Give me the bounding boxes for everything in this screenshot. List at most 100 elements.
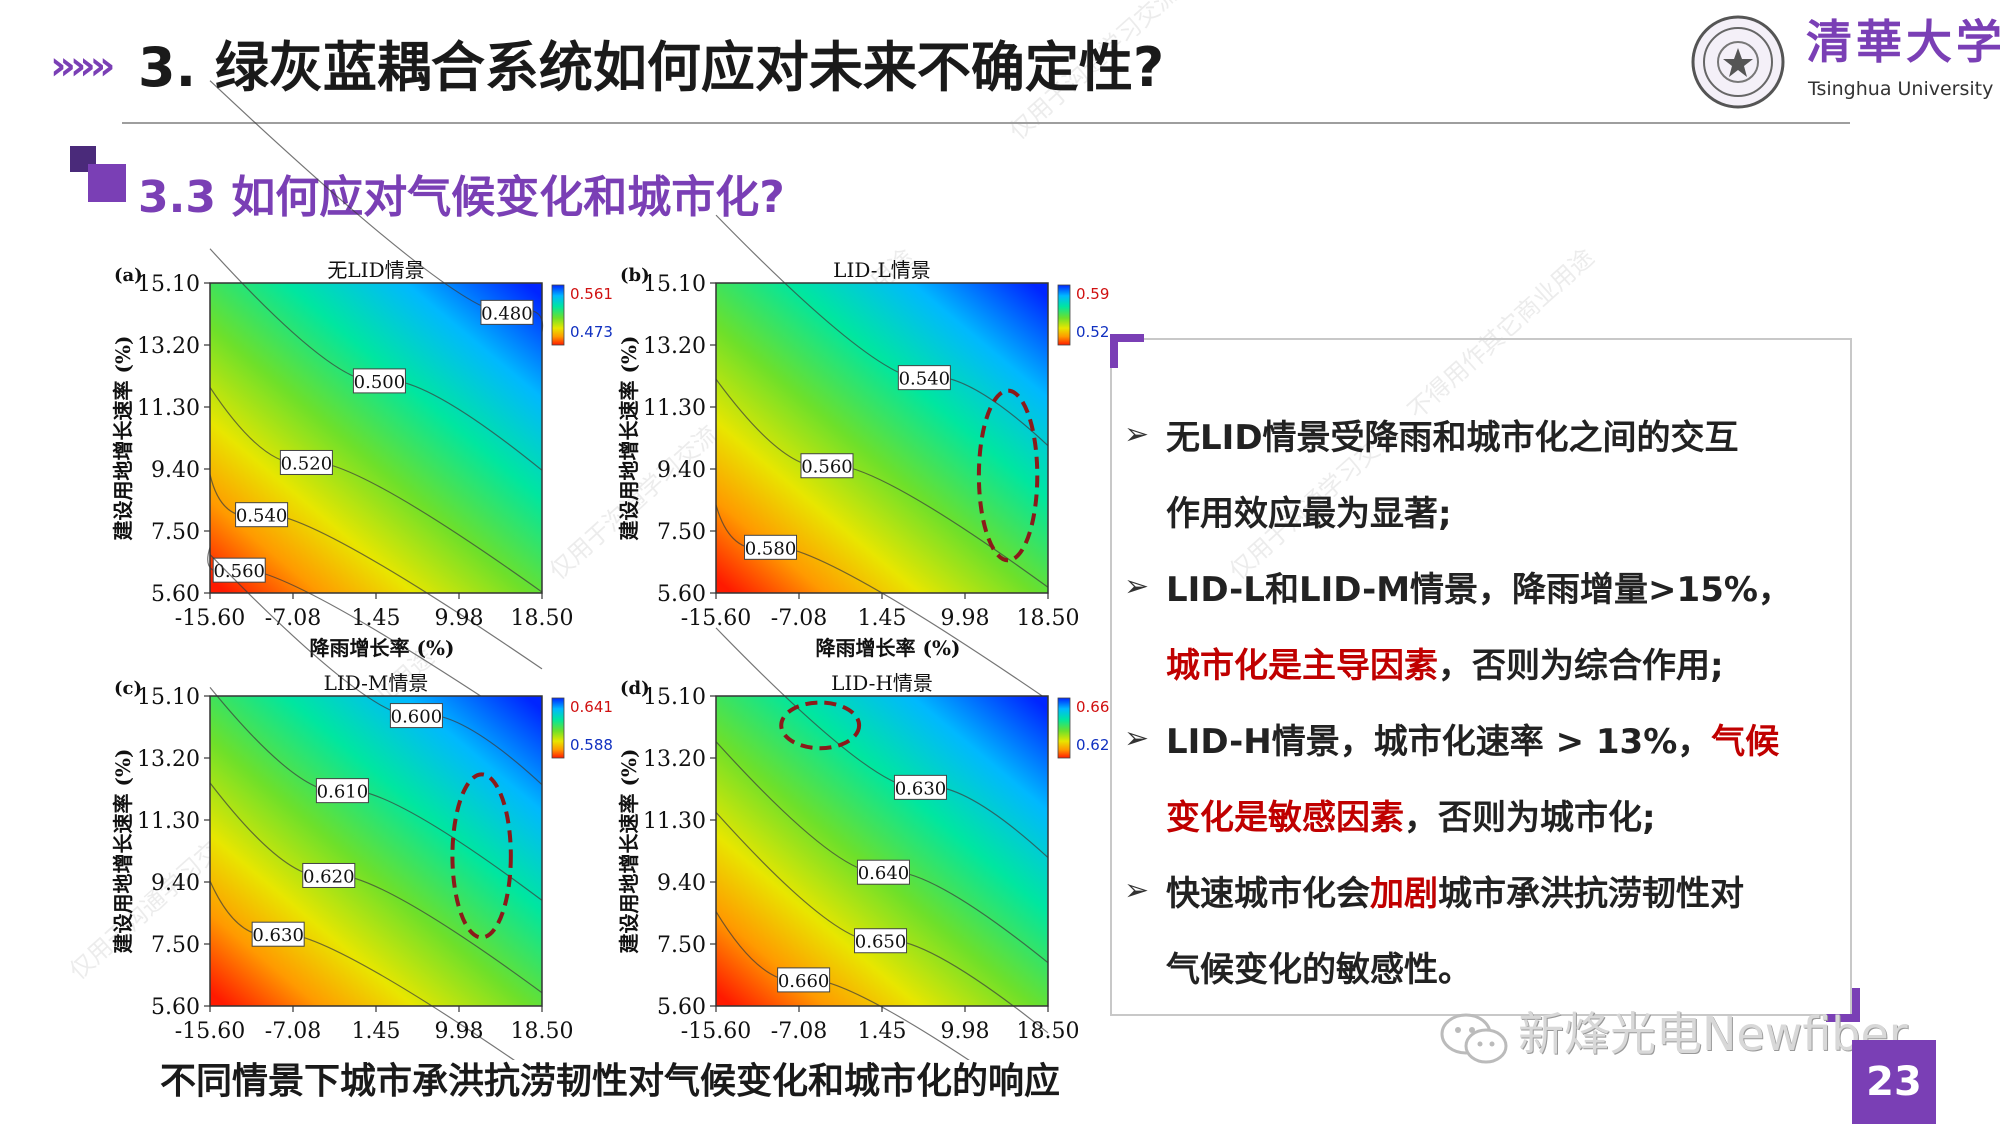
finding-text: ，否则为综合作用;	[1438, 645, 1724, 686]
x-axis-label: 降雨增长率 (%)	[310, 636, 455, 660]
colorbar-min-label: 0.588	[570, 736, 613, 754]
x-tick-label: 9.98	[941, 1019, 990, 1044]
contour-label-box	[893, 774, 947, 800]
contour-label-box	[235, 502, 289, 528]
colorbar-min-label: 0.522	[1076, 323, 1110, 341]
y-tick-label: 7.50	[657, 933, 706, 958]
heatmap-surface	[210, 283, 542, 593]
heatmap-surface	[210, 696, 542, 1006]
subtitle-square-icon	[88, 164, 126, 202]
contour-label-box	[897, 365, 951, 391]
contour-label: 0.500	[354, 372, 406, 393]
finding-line: ➢ LID-H情景，城市化速率 > 13%， 气候	[1124, 700, 1844, 776]
y-tick-label: 9.40	[657, 458, 706, 483]
contour-label: 0.540	[236, 506, 288, 527]
x-tick-label: -15.60	[175, 1019, 245, 1044]
x-tick-label: 18.50	[511, 606, 574, 631]
contour-label: 0.610	[317, 782, 369, 803]
heatmap-surface	[716, 696, 1048, 1006]
contour-label-box	[854, 928, 908, 954]
contour-line	[207, 547, 543, 738]
y-tick-label: 9.40	[151, 871, 200, 896]
x-tick-label: 9.98	[435, 1019, 484, 1044]
box-corner-decoration	[1110, 334, 1144, 368]
finding-emphasis: 气候	[1711, 721, 1780, 762]
finding-line: ➢ LID-L和LID-M情景，降雨增量>15%，	[1124, 548, 1844, 624]
y-tick-label: 13.20	[643, 334, 706, 359]
y-tick-label: 15.10	[643, 685, 706, 710]
panel-letter: (b)	[620, 265, 650, 286]
arrow-bullet-icon: ➢	[1124, 568, 1150, 604]
heatmap-chart-grid: 0.560 0.540 0.520 0.500 0.480 -15.60 -7.08 1.45…	[111, 80, 1110, 1060]
contour-label: 0.540	[899, 369, 951, 390]
findings-box	[1110, 338, 1852, 1016]
colorbar-max-label: 0.598	[1076, 285, 1110, 303]
colorbar-max-label: 0.561	[570, 285, 613, 303]
finding-text: ，否则为城市化;	[1404, 797, 1656, 838]
finding-text: 气候变化的敏感性。	[1166, 949, 1472, 990]
x-tick-label: 9.98	[941, 606, 990, 631]
colorbar-max-label: 0.641	[570, 698, 613, 716]
title-arrows-icon: »»»	[50, 43, 115, 89]
x-tick-label: -7.08	[265, 606, 321, 631]
y-tick-label: 11.30	[137, 396, 200, 421]
section-subtitle: 3.3 如何应对气候变化和城市化?	[138, 172, 785, 223]
finding-emphasis: 变化是敏感因素	[1166, 797, 1404, 838]
y-tick-label: 5.60	[151, 582, 200, 607]
x-tick-label: 1.45	[352, 606, 401, 631]
y-tick-label: 15.10	[643, 272, 706, 297]
y-tick-label: 15.10	[137, 272, 200, 297]
panel-letter: (c)	[114, 678, 142, 699]
y-tick-label: 5.60	[657, 582, 706, 607]
contour-label-box	[352, 368, 406, 394]
page-title: 3. 绿灰蓝耦合系统如何应对未来不确定性?	[138, 36, 1165, 99]
x-tick-label: 1.45	[858, 1019, 907, 1044]
finding-line: ➢ 无LID情景受降雨和城市化之间的交互	[1124, 396, 1844, 472]
finding-item: ➢ LID-L和LID-M情景，降雨增量>15%， 城市化是主导因素 ，否则为综合作用…	[1124, 548, 1844, 700]
contour-label: 0.650	[855, 932, 907, 953]
contour-label-box	[251, 921, 305, 947]
y-tick-label: 11.30	[137, 809, 200, 834]
heatmap-panel: 0.660 0.650 0.640 0.630 -15.60 -7.08 1.45 9.98 1…	[617, 627, 1110, 1060]
heatmap-panel: 0.630 0.620 0.610 0.600 -15.60 -7.08 1.45 9.98 1…	[111, 554, 613, 1060]
x-tick-label: 18.50	[1017, 1019, 1080, 1044]
highlight-ellipse	[976, 388, 1040, 563]
university-name-en: Tsinghua University	[1808, 78, 1994, 100]
x-tick-label: 9.98	[435, 606, 484, 631]
finding-line: 作用效应最为显著;	[1124, 472, 1844, 548]
contour-label-box	[800, 453, 854, 479]
arrow-bullet-icon: ➢	[1124, 720, 1150, 756]
contour-label-box	[212, 557, 266, 583]
arrow-bullet-icon: ➢	[1124, 872, 1150, 908]
x-tick-label: 1.45	[352, 1019, 401, 1044]
contour-label: 0.580	[745, 538, 797, 559]
panel-title: LID-H情景	[831, 671, 933, 695]
highlight-ellipse	[779, 700, 862, 751]
contour-label: 0.520	[281, 453, 333, 474]
contour-label: 0.560	[213, 561, 265, 582]
finding-line: 变化是敏感因素 ，否则为城市化;	[1124, 776, 1844, 852]
x-tick-label: -15.60	[175, 606, 245, 631]
y-tick-label: 11.30	[643, 396, 706, 421]
x-tick-label: 1.45	[858, 606, 907, 631]
brand-watermark: 新烽光电Newfiber	[1518, 1007, 1908, 1061]
finding-text: 作用效应最为显著;	[1166, 493, 1452, 534]
arrow-bullet-icon: ➢	[1124, 416, 1150, 452]
y-axis-label: 建设用地增长速率 (%)	[111, 336, 135, 541]
y-tick-label: 7.50	[151, 520, 200, 545]
panel-letter: (d)	[620, 678, 650, 699]
university-logo-text: 清華大学	[1806, 15, 2000, 69]
y-tick-label: 13.20	[137, 747, 200, 772]
page-number: 23	[1852, 1040, 1936, 1124]
panel-title: LID-L情景	[833, 258, 931, 282]
finding-line: 城市化是主导因素 ，否则为综合作用;	[1124, 624, 1844, 700]
finding-emphasis: 城市化是主导因素	[1166, 645, 1438, 686]
finding-item: ➢ 快速城市化会 加剧 城市承洪抗涝韧性对 气候变化的敏感性。	[1124, 852, 1844, 1004]
x-tick-label: -15.60	[681, 606, 751, 631]
colorbar-min-label: 0.621	[1076, 736, 1110, 754]
wechat-icon	[1440, 1013, 1508, 1064]
finding-text: LID-H情景，城市化速率 > 13%，	[1166, 721, 1712, 762]
contour-label: 0.600	[391, 707, 443, 728]
y-tick-label: 7.50	[151, 933, 200, 958]
finding-item: ➢ 无LID情景受降雨和城市化之间的交互作用效应最为显著;	[1124, 396, 1844, 548]
